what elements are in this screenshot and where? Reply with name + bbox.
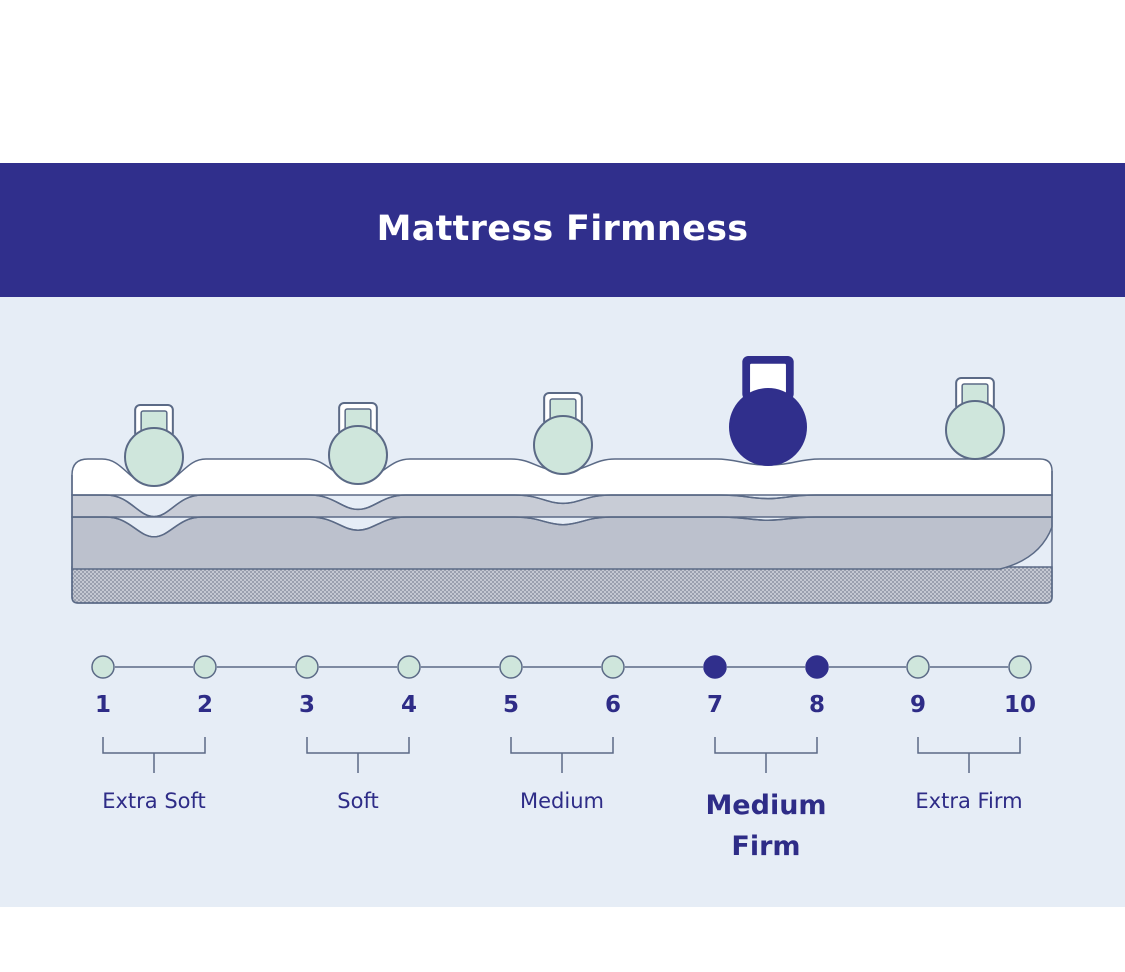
scale-number: 8 (808, 692, 825, 718)
title-banner: Mattress Firmness (0, 163, 1125, 297)
kettlebell-icon (729, 356, 807, 466)
diagram-panel (0, 297, 1125, 907)
kettlebell-body (945, 400, 1005, 460)
scale-number: 5 (502, 692, 519, 718)
scale-number: 3 (298, 692, 315, 718)
kettlebell-body (124, 427, 184, 487)
scale-number: 7 (706, 692, 723, 718)
scale-point (703, 655, 727, 679)
level-bracket (510, 737, 614, 773)
level-label: Soft (337, 789, 379, 813)
mattress-diagram (71, 356, 1053, 773)
level-label: Medium Firm (705, 790, 827, 862)
scale-number: 10 (1003, 692, 1036, 718)
kettlebell-icon (533, 392, 593, 475)
mattress-mid-foam (71, 494, 1053, 518)
level-label: Extra Soft (102, 789, 206, 813)
scale-point (193, 655, 217, 679)
kettlebell-body (533, 415, 593, 475)
mattress-base-layer (71, 566, 1053, 604)
scale-point (1008, 655, 1032, 679)
scale-point (295, 655, 319, 679)
scale-point (499, 655, 523, 679)
kettlebell-body (328, 425, 388, 485)
kettlebell-icon (945, 377, 1005, 460)
kettlebell-body (729, 388, 807, 466)
level-bracket (102, 737, 206, 773)
kettlebell-icon (328, 402, 388, 485)
firmness-scale (91, 655, 1032, 679)
level-bracket (917, 737, 1021, 773)
scale-point (91, 655, 115, 679)
level-label: Medium (520, 789, 604, 813)
scale-number: 1 (94, 692, 111, 718)
scale-point (805, 655, 829, 679)
kettlebell-icon (124, 404, 184, 487)
scale-number: 2 (196, 692, 213, 718)
mattress-illustration (71, 458, 1053, 604)
level-bracket (306, 737, 410, 773)
scale-point (906, 655, 930, 679)
level-bracket (714, 737, 818, 773)
scale-point (601, 655, 625, 679)
level-brackets (102, 737, 1021, 773)
weights-group (124, 356, 1005, 487)
scale-point (397, 655, 421, 679)
page-title: Mattress Firmness (376, 209, 749, 249)
scale-number: 6 (604, 692, 621, 718)
scale-number: 9 (909, 692, 926, 718)
level-label: Extra Firm (915, 789, 1023, 813)
mattress-outline (71, 471, 1053, 604)
mattress-layer-line (72, 494, 1052, 518)
scale-number: 4 (400, 692, 417, 718)
mattress-layer-line (72, 516, 1052, 538)
